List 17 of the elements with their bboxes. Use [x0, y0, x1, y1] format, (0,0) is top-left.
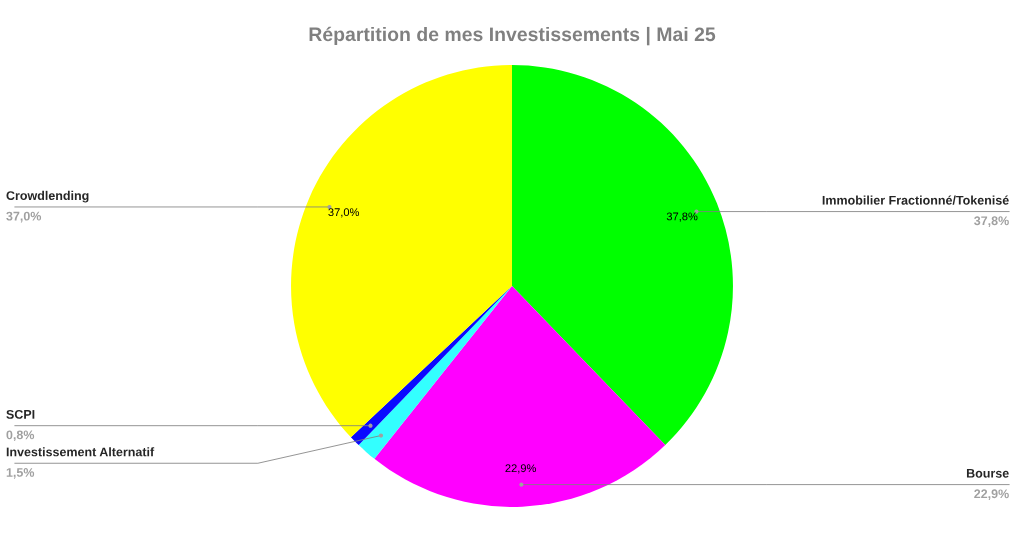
data-label: 0,8% [6, 430, 35, 442]
data-label: 37,0% [6, 211, 42, 223]
text: 22,9% [505, 464, 536, 474]
pie-slice [512, 64, 733, 446]
text: 37,0% [328, 208, 360, 218]
pie-slice [374, 285, 666, 507]
slice-label: Bourse [966, 468, 1009, 478]
text: 37,8% [666, 212, 698, 222]
slice-label: SCPI [6, 409, 35, 419]
pie-slice [291, 64, 512, 438]
data-label: 1,5% [6, 468, 35, 479]
data-label: 37,8% [974, 216, 1009, 227]
slice-label: Crowdlending [6, 190, 89, 203]
slice-label: Immobilier Fractionné/Tokenisé [822, 195, 1009, 205]
chart-title: Répartition de mes Investissements | Mai 25 [309, 26, 716, 46]
slice-label: Investissement Alternatif [6, 447, 155, 457]
data-label: 22,9% [974, 489, 1009, 501]
